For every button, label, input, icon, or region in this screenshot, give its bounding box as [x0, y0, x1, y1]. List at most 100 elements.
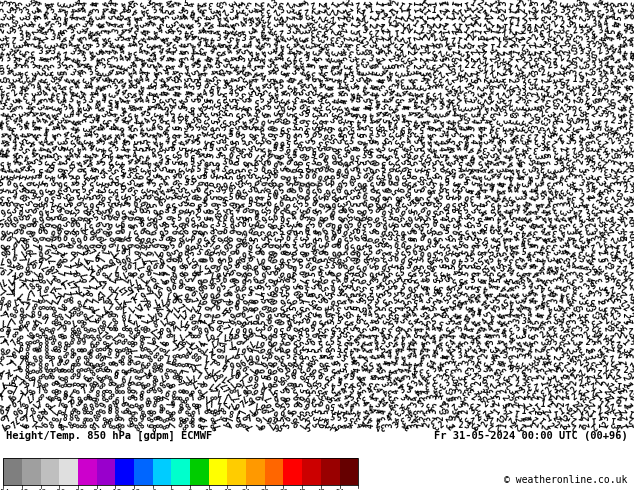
Text: 6: 6 — [214, 268, 222, 278]
Text: 5: 5 — [220, 270, 230, 276]
Text: 7: 7 — [137, 283, 147, 292]
Text: 4: 4 — [22, 123, 32, 133]
Text: 3: 3 — [73, 89, 84, 98]
Text: 3: 3 — [3, 26, 13, 36]
Text: 2: 2 — [392, 0, 401, 6]
Text: 6: 6 — [60, 214, 70, 221]
Text: 4: 4 — [603, 19, 611, 29]
Text: 4: 4 — [443, 158, 453, 167]
Text: 5: 5 — [304, 220, 311, 230]
Text: 7: 7 — [93, 298, 102, 304]
Text: 3: 3 — [392, 40, 401, 50]
Text: 5: 5 — [99, 207, 109, 215]
Text: 6: 6 — [164, 296, 171, 306]
Text: 5: 5 — [316, 130, 324, 140]
Text: 5: 5 — [494, 227, 503, 237]
Text: 3: 3 — [181, 55, 191, 63]
Text: 6: 6 — [36, 213, 45, 223]
Text: 3: 3 — [540, 158, 547, 168]
Text: 6: 6 — [22, 269, 32, 278]
Text: 4: 4 — [455, 144, 465, 153]
Text: 3: 3 — [507, 388, 515, 393]
Text: 2: 2 — [500, 13, 510, 22]
Text: 3: 3 — [544, 282, 555, 292]
Text: 3: 3 — [406, 399, 413, 410]
Text: 3: 3 — [506, 401, 516, 408]
Text: 8: 8 — [16, 365, 26, 375]
Text: 4: 4 — [150, 26, 159, 36]
Text: 6: 6 — [221, 178, 229, 188]
Text: 3: 3 — [355, 61, 362, 71]
Text: 6: 6 — [361, 199, 368, 209]
Text: 5: 5 — [392, 303, 401, 313]
Text: 4: 4 — [157, 137, 165, 147]
Text: 5: 5 — [99, 180, 108, 186]
Text: 8: 8 — [101, 386, 107, 395]
Text: 5: 5 — [207, 158, 217, 167]
Text: 4: 4 — [468, 353, 478, 359]
Text: 4: 4 — [413, 96, 418, 105]
Text: 3: 3 — [621, 74, 630, 85]
Text: 7: 7 — [79, 255, 90, 264]
Text: 8: 8 — [169, 365, 178, 375]
Text: 3: 3 — [430, 102, 440, 112]
Text: 5: 5 — [335, 150, 344, 161]
Text: 8: 8 — [145, 372, 152, 382]
Text: 7: 7 — [137, 254, 147, 264]
Text: 4: 4 — [138, 81, 146, 92]
Text: 5: 5 — [451, 199, 457, 209]
Text: 4: 4 — [112, 1, 121, 6]
Text: 7: 7 — [18, 358, 24, 368]
Text: 3: 3 — [564, 0, 573, 6]
Text: 7: 7 — [181, 255, 191, 264]
Text: 4: 4 — [392, 379, 401, 389]
Text: 7: 7 — [55, 291, 64, 297]
Text: 3: 3 — [608, 324, 618, 333]
Text: 7: 7 — [0, 337, 6, 347]
Text: 5: 5 — [86, 172, 96, 181]
Text: 4: 4 — [137, 178, 147, 188]
Text: 3: 3 — [99, 61, 109, 70]
Text: 5: 5 — [449, 236, 458, 242]
Text: 3: 3 — [552, 323, 559, 334]
Text: 3: 3 — [602, 296, 612, 305]
Text: 5: 5 — [253, 192, 260, 202]
Text: 5: 5 — [259, 130, 267, 140]
Text: 3: 3 — [379, 81, 389, 92]
Text: 3: 3 — [589, 123, 599, 133]
Text: 2: 2 — [507, 28, 516, 34]
Text: 4: 4 — [302, 20, 313, 29]
Text: 4: 4 — [176, 132, 185, 138]
Text: 8: 8 — [81, 317, 89, 327]
Text: 5: 5 — [176, 116, 184, 126]
Text: 6: 6 — [444, 199, 451, 209]
Text: 2: 2 — [278, 26, 285, 36]
Text: 3: 3 — [521, 192, 527, 202]
Text: 5: 5 — [475, 234, 484, 244]
Text: 7: 7 — [105, 261, 115, 271]
Text: 7: 7 — [23, 333, 32, 338]
Text: 6: 6 — [277, 151, 287, 160]
Text: 2: 2 — [627, 284, 634, 290]
Text: 8: 8 — [54, 332, 64, 339]
Text: 6: 6 — [214, 289, 223, 299]
Text: 8: 8 — [99, 269, 109, 278]
Text: 2: 2 — [596, 381, 605, 387]
Text: 7: 7 — [170, 330, 178, 341]
Text: 2: 2 — [571, 109, 579, 119]
Text: 5: 5 — [475, 277, 484, 283]
Text: 3: 3 — [443, 317, 452, 327]
Text: 2: 2 — [417, 41, 427, 49]
Text: 5: 5 — [177, 213, 183, 222]
Text: 5: 5 — [462, 213, 471, 223]
Text: 7: 7 — [207, 386, 217, 395]
Text: 5: 5 — [245, 179, 256, 188]
Text: 4: 4 — [316, 61, 325, 71]
Text: 4: 4 — [113, 116, 120, 126]
Text: 8: 8 — [106, 392, 115, 403]
Text: 3: 3 — [455, 374, 465, 380]
Text: 7: 7 — [35, 421, 45, 429]
Bar — [190, 458, 209, 485]
Text: 6: 6 — [22, 186, 32, 195]
Text: 1: 1 — [334, 0, 344, 8]
